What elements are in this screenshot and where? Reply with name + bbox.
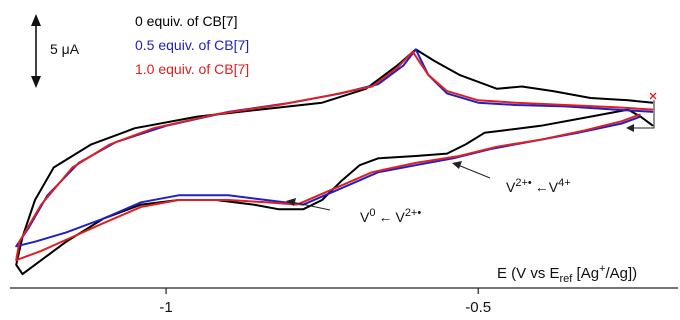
legend: 0 equiv. of CB[7] 0.5 equiv. of CB[7] 1.… [135,13,249,77]
x-ticks: -1 -0.5 [159,288,491,316]
scan-start-marker [626,92,657,132]
annotation-arrow-2 [452,161,491,179]
scale-bar-label: 5 μA [50,41,80,57]
x-tick-label-0: -1 [159,299,172,316]
legend-entry-2: 1.0 equiv. of CB[7] [135,61,249,77]
series-line-0 [15,48,654,276]
legend-entry-0: 0 equiv. of CB[7] [135,13,237,29]
series-line-2 [15,50,654,262]
scale-bar [31,14,41,88]
annotation-arrow-1 [286,198,331,211]
annotation-v2: V2+• ←V4+ [506,177,571,195]
x-axis-label: E (V vs Eref [Ag+/Ag]) [497,263,637,285]
plot-lines [15,48,654,276]
annotation-v0: V0 ← V2+• [360,207,421,225]
legend-entry-1: 0.5 equiv. of CB[7] [135,37,249,53]
x-tick-label-1: -0.5 [465,299,491,316]
series-line-1 [15,48,654,248]
